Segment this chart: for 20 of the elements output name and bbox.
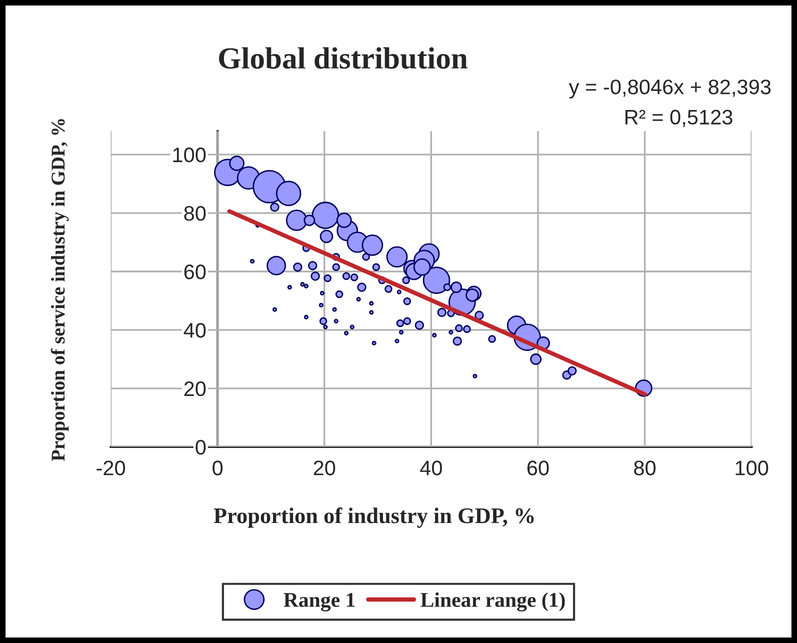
- legend-label: Range 1: [284, 593, 355, 612]
- x-tick-label: 60: [527, 460, 549, 476]
- x-tick-label: 20: [314, 460, 336, 476]
- legend-label: Linear range (1): [420, 592, 565, 612]
- y-tick-label: 80: [184, 206, 206, 221]
- y-tick-label: 40: [184, 322, 206, 338]
- x-tick-label: -20: [96, 460, 126, 476]
- y-axis-title: Proportion of service industry in GDP, %: [50, 119, 69, 462]
- x-tick-label: 80: [634, 460, 656, 476]
- y-tick-label: 0: [196, 440, 206, 455]
- y-tick-label: 100: [173, 148, 206, 162]
- y-tick-label: 20: [184, 381, 206, 396]
- chart-title: Global distribution: [218, 47, 468, 69]
- x-tick-label: 100: [736, 460, 768, 476]
- y-tick-label: 60: [184, 264, 206, 280]
- x-axis-title: Proportion of industry in GDP, %: [214, 507, 534, 528]
- text: y = -0,8046x + 82,393: [568, 80, 771, 98]
- x-tick-label: 40: [420, 460, 442, 476]
- x-tick-label: 0: [212, 460, 223, 476]
- text: R² = 0,5123: [626, 110, 732, 128]
